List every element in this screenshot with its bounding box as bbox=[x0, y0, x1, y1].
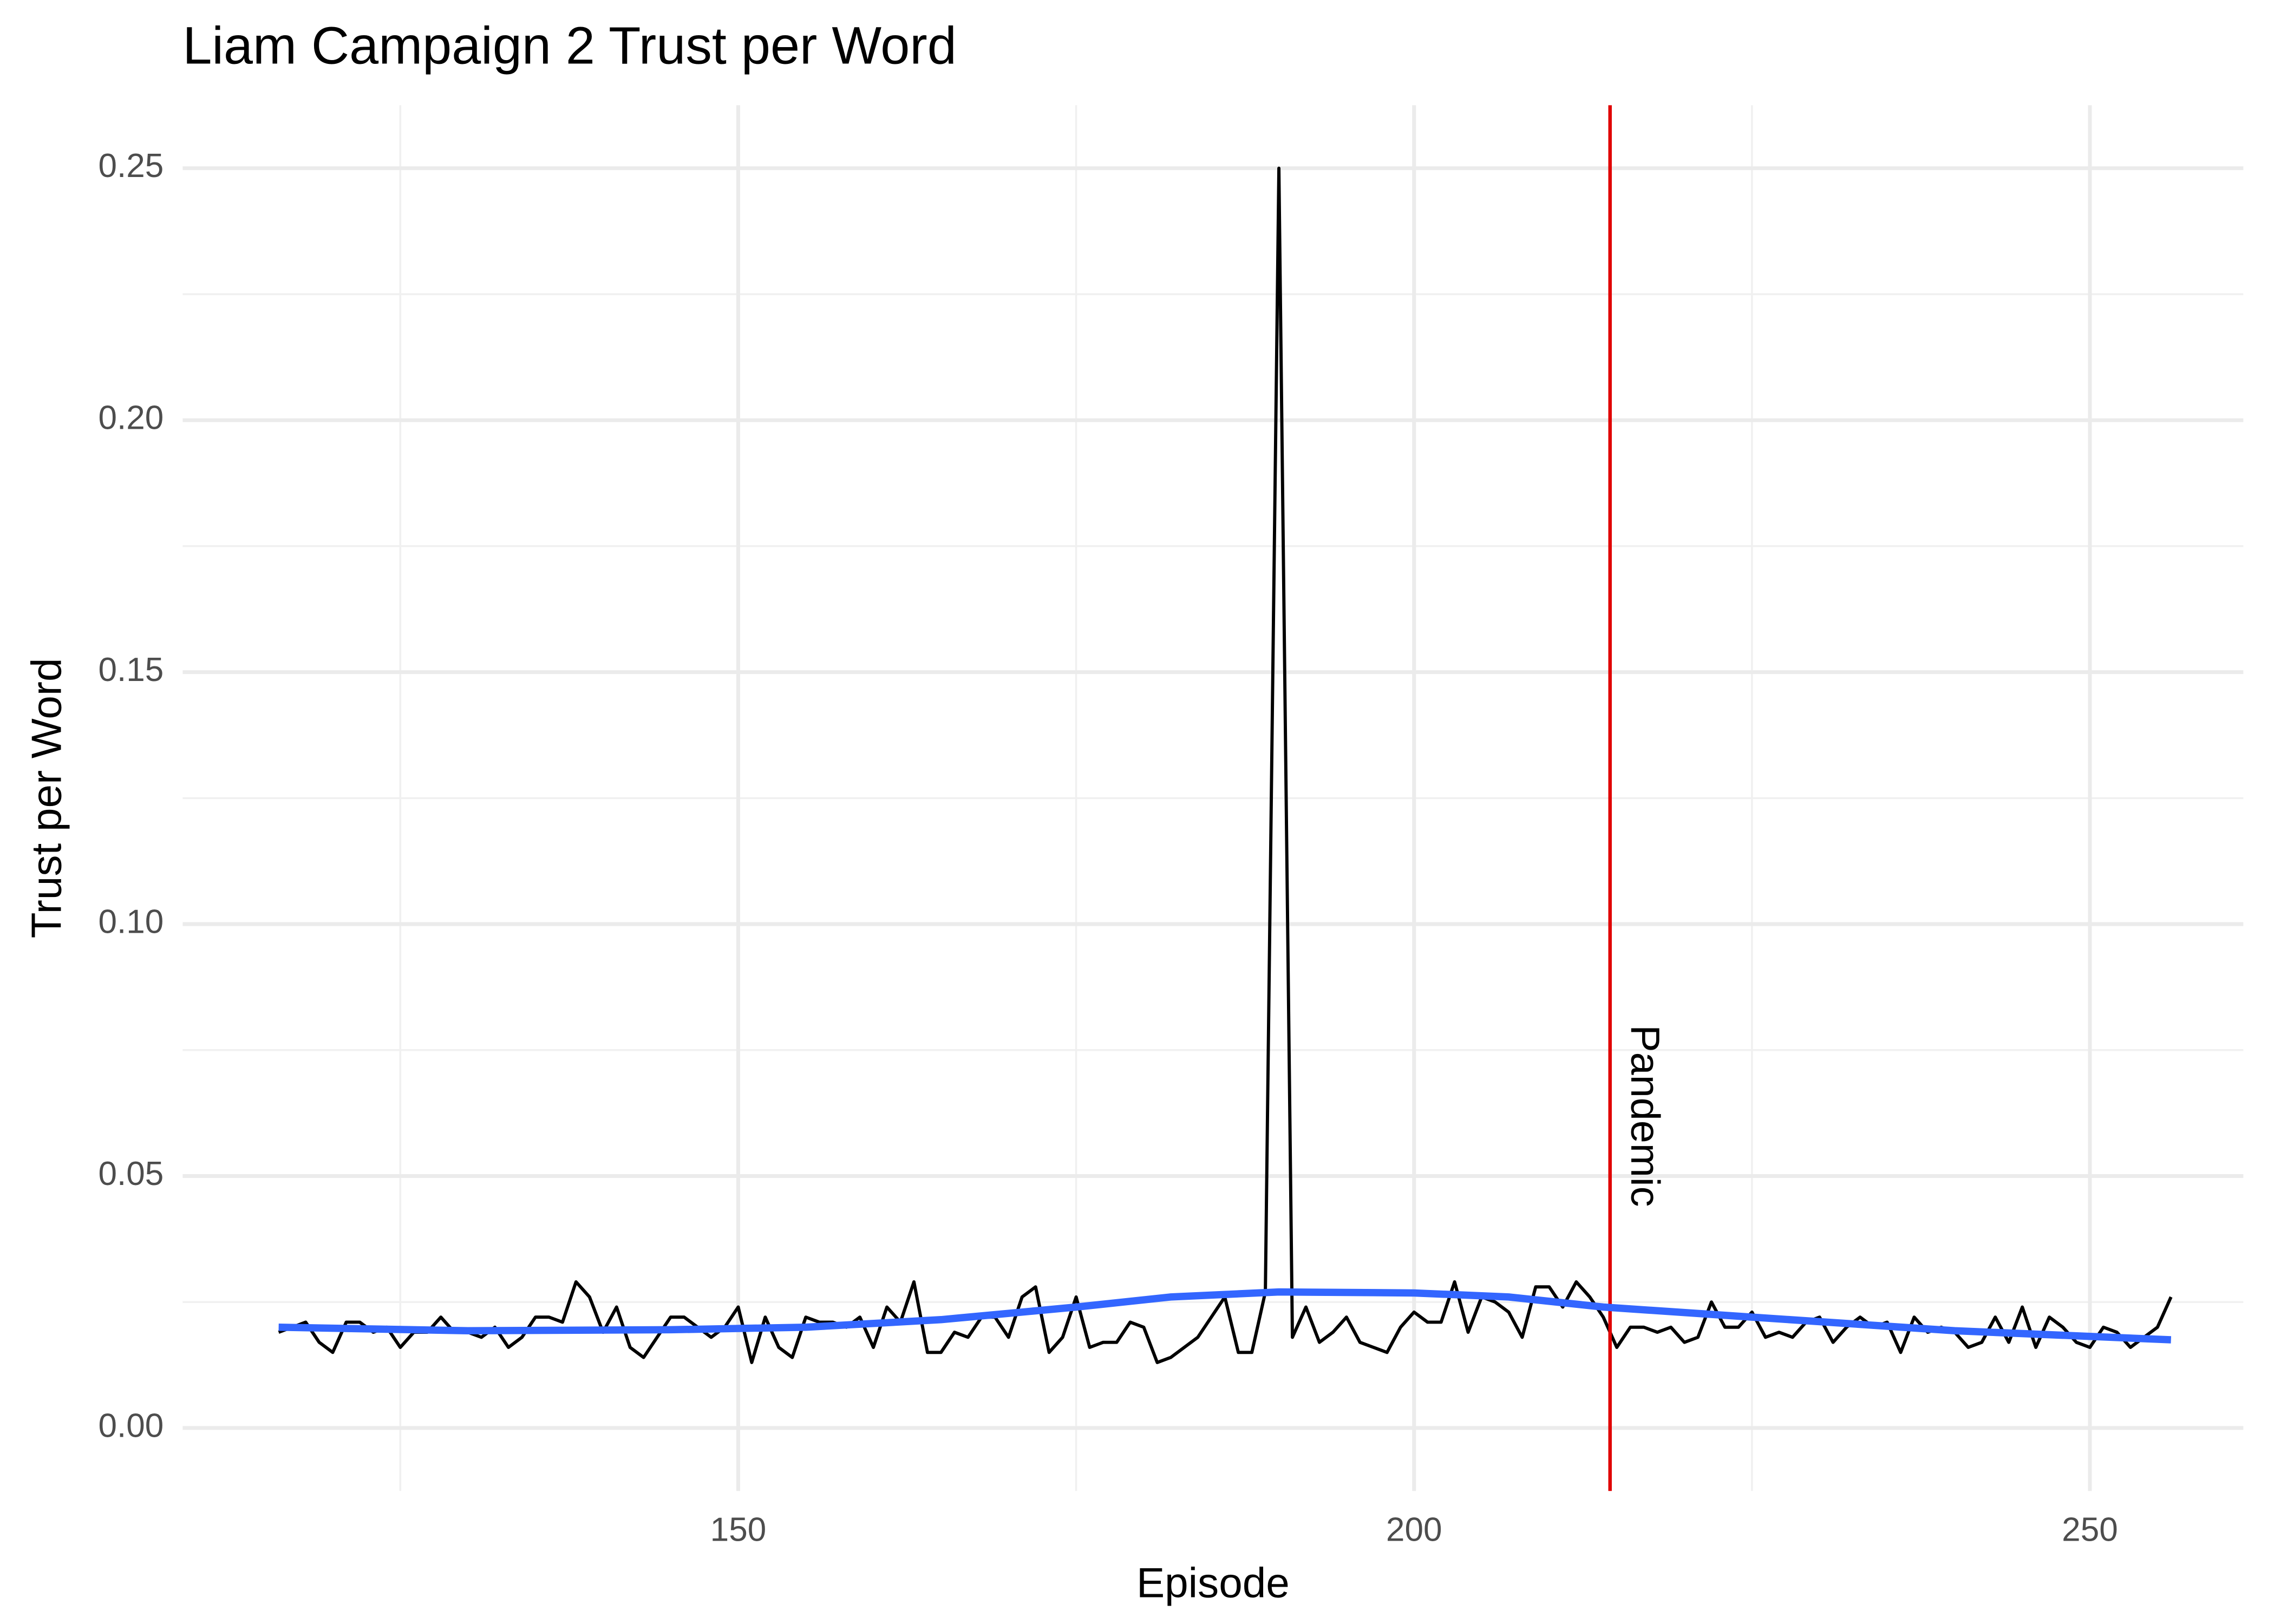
trend-line bbox=[278, 1288, 2172, 1344]
y-tick-label: 0.10 bbox=[99, 903, 164, 940]
y-tick-label: 0.20 bbox=[99, 400, 164, 437]
x-tick-label: 250 bbox=[2062, 1511, 2118, 1548]
x-axis-label: Episode bbox=[1136, 1558, 1290, 1606]
y-tick-label: 0.00 bbox=[99, 1407, 164, 1444]
x-tick-label: 150 bbox=[710, 1511, 767, 1548]
y-tick-label: 0.15 bbox=[99, 651, 164, 689]
y-axis-label: Trust per Word bbox=[22, 658, 70, 938]
y-tick-label: 0.05 bbox=[99, 1155, 164, 1193]
x-tick-label: 200 bbox=[1386, 1511, 1442, 1548]
chart-title: Liam Campaign 2 Trust per Word bbox=[182, 16, 956, 75]
reference-label: Pandemic bbox=[1622, 1025, 1668, 1207]
data-line bbox=[278, 166, 2173, 1364]
y-tick-label: 0.25 bbox=[99, 147, 164, 185]
